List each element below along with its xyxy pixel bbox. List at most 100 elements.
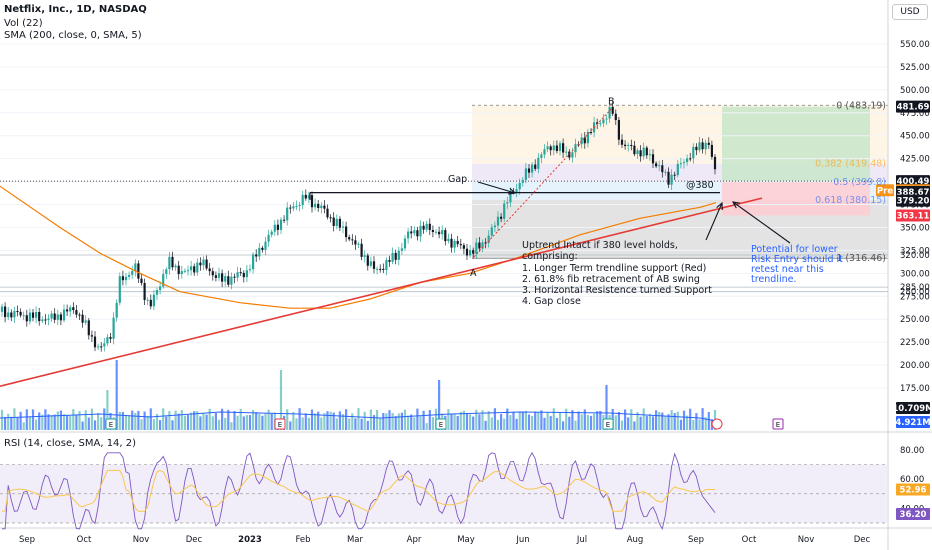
volume-bar [72,409,75,430]
volume-bar [620,420,624,430]
candle-body [227,276,230,285]
price-tick-label: 500.00 [900,86,930,96]
volume-bar [38,412,41,430]
price-tick-label: 250.00 [900,315,930,325]
sma-legend[interactable]: SMA (200, close, 0, SMA, 5) [4,30,142,41]
candle-body [171,256,174,268]
volume-bar [47,414,50,430]
candle-body [456,240,459,245]
candle-body [205,259,208,269]
volume-bar [357,408,360,430]
volume-bar [190,412,193,430]
volume-bar [422,410,425,430]
trendline-red [0,197,763,387]
uptrend-subtitle: comprising: [522,251,578,262]
volume-bar [636,412,639,430]
volume-bar [202,413,205,430]
volume-legend[interactable]: Vol (22) [4,18,43,29]
candle-body [562,143,565,153]
volume-bar [676,411,679,430]
volume-bar [627,417,630,430]
candle-body [555,145,558,151]
volume-bar [577,411,580,430]
price-tick-label: 200.00 [900,361,930,371]
candle-body [270,231,273,235]
candle-body [630,144,633,146]
time-tick-label: Nov [133,535,150,545]
volume-bar [496,419,500,430]
candle-body [165,269,168,275]
volume-bar [698,419,701,430]
volume-bar [645,415,648,430]
candle-body [4,306,7,318]
candle-body [248,269,252,271]
volume-bar [630,409,633,430]
candle-body [496,216,500,226]
candle-body [546,146,549,150]
candle-body [177,265,180,275]
volume-bar [193,411,196,430]
volume-bar [22,422,25,430]
candle-body [93,336,97,348]
candle-body [419,225,422,237]
volume-bar [394,416,397,430]
price-axis[interactable]: 550.00 525.00 500.00 475.00 450.00 425.00 400.… [876,40,932,520]
candle-body [348,237,351,240]
volume-bar [261,415,264,430]
time-axis[interactable]: Sep Oct Nov Dec 2023 Feb Mar Apr May Jun Jul Aug Sep… [19,535,871,545]
candle-body [664,171,667,173]
candle-body [698,142,701,151]
volume-bar [462,410,465,430]
volume-bar [87,417,90,430]
candle-body [655,163,658,167]
volume-bar [391,412,394,430]
volume-sma-line [0,411,717,422]
price-badge-label: 363.11 [897,211,930,221]
time-tick-label: Oct [77,535,92,545]
fib-retracement[interactable] [472,104,888,259]
volume-bar [323,413,326,430]
candle-body [686,158,689,163]
volume-bar [487,411,490,430]
volume-bar [56,411,59,430]
uptrend-item: 2. 61.8% fib retracement of AB swing [522,274,700,285]
time-tick-label: Apr [407,535,422,545]
symbol-title[interactable]: Netflix, Inc., 1D, NASDAQ [4,4,147,15]
candle-body [310,195,314,208]
candle-body [611,106,614,114]
candle-body [667,171,670,185]
volume-bar [552,408,555,430]
candle-body [503,203,506,219]
candle-body [304,194,307,199]
volume-bar [555,417,558,430]
price-badge [896,100,930,113]
volume-bar [168,411,171,430]
volume-bar [7,413,10,430]
candle-body [469,250,472,256]
rsi-legend[interactable]: RSI (14, close, SMA, 14, 2) [4,438,137,449]
volume-bar [227,409,230,430]
candle-body [25,315,28,322]
candle-body [41,319,44,322]
volume-bar [183,415,186,430]
candle-body [174,265,177,268]
volume-bar [100,417,103,430]
earnings-marker-label: E [776,421,780,429]
volume-bar [41,414,44,430]
drawings[interactable] [0,107,791,387]
candle-body [134,263,137,272]
candle-body [103,343,106,347]
gap-label: Gap [448,174,467,185]
volume-bar [515,418,518,430]
dividend-marker-icon [711,418,723,430]
candle-body [199,262,202,266]
currency-label[interactable]: USD [892,4,928,20]
volume-bar [667,414,670,430]
volume-bar [658,411,661,430]
volume-bar [307,417,310,430]
volume-bar [292,411,295,430]
candle-body [56,314,59,320]
candle-body [295,205,298,207]
price-badge-label: 388.67 [897,188,930,198]
